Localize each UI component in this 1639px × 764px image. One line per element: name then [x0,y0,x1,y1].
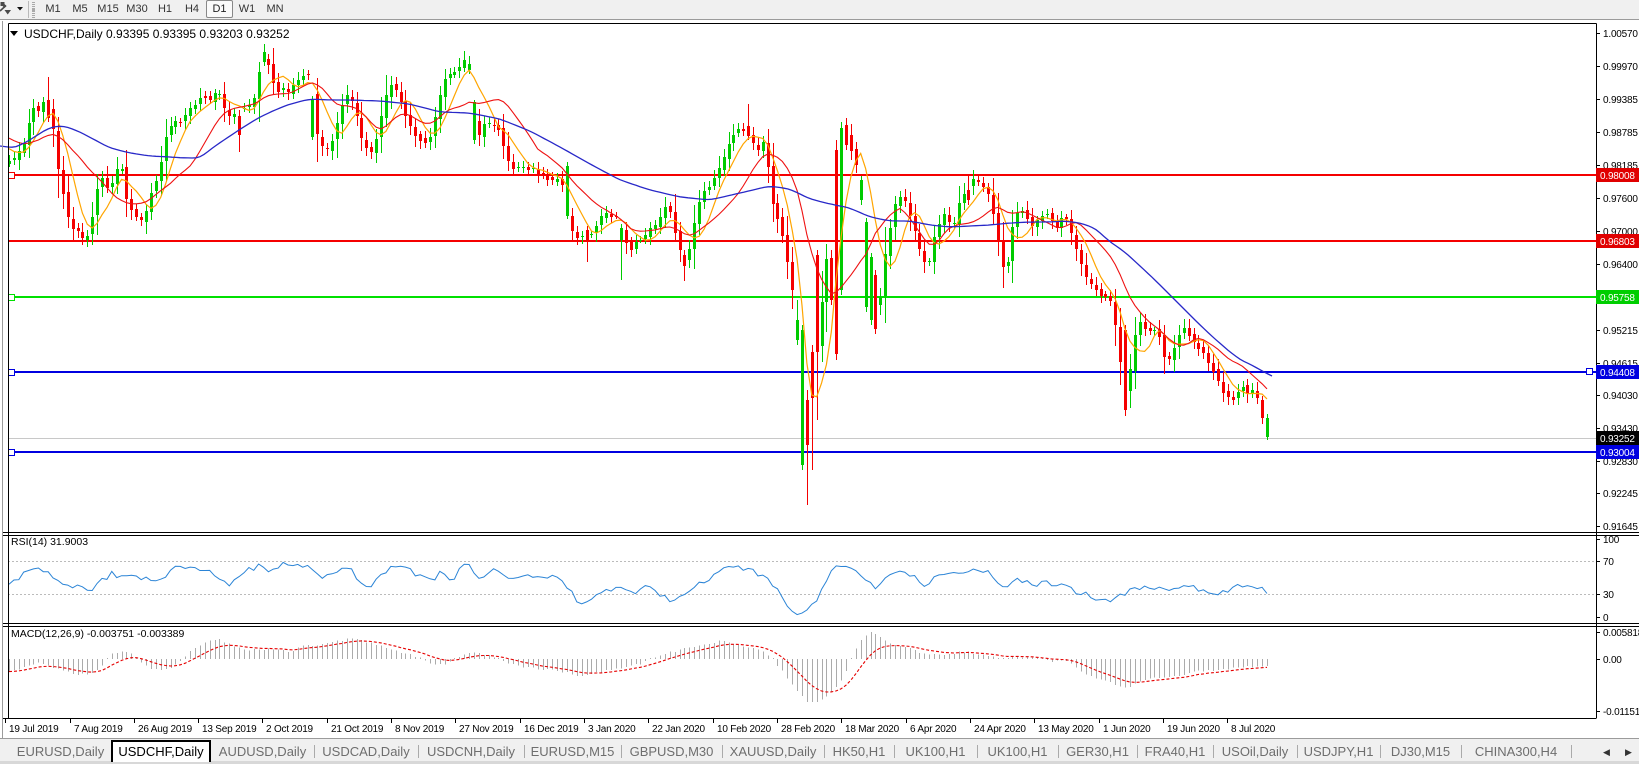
svg-text:MACD(12,26,9) -0.003751 -0.003: MACD(12,26,9) -0.003751 -0.003389 [11,628,185,640]
svg-text:8 Nov 2019: 8 Nov 2019 [395,724,445,735]
svg-text:26 Aug 2019: 26 Aug 2019 [138,724,193,735]
svg-text:0.96400: 0.96400 [1603,260,1638,271]
svg-text:7 Aug 2019: 7 Aug 2019 [74,724,123,735]
svg-text:0.98185: 0.98185 [1603,161,1638,172]
svg-text:13 Sep 2019: 13 Sep 2019 [202,724,257,735]
svg-text:0.99385: 0.99385 [1603,95,1638,106]
svg-text:1 Jun 2020: 1 Jun 2020 [1103,724,1151,735]
svg-text:0.91645: 0.91645 [1603,522,1638,533]
svg-text:8 Jul 2020: 8 Jul 2020 [1231,724,1276,735]
svg-text:0.99970: 0.99970 [1603,62,1638,73]
svg-text:0.95758: 0.95758 [1600,293,1635,304]
svg-text:USDCHF,Daily 0.93395 0.93395: USDCHF,Daily 0.93395 0.93395 0.93203 0.9… [24,27,290,41]
svg-text:28 Feb 2020: 28 Feb 2020 [781,724,836,735]
svg-text:0.95215: 0.95215 [1603,326,1638,337]
svg-text:19 Jul 2019: 19 Jul 2019 [9,724,59,735]
svg-text:0.94030: 0.94030 [1603,391,1638,402]
svg-text:-0.011514: -0.011514 [1603,707,1639,718]
svg-text:3 Jan 2020: 3 Jan 2020 [588,724,636,735]
svg-text:100: 100 [1603,535,1620,546]
svg-text:0.92245: 0.92245 [1603,489,1638,500]
svg-text:27 Nov 2019: 27 Nov 2019 [459,724,514,735]
svg-text:10 Feb 2020: 10 Feb 2020 [717,724,772,735]
svg-text:22 Jan 2020: 22 Jan 2020 [652,724,705,735]
svg-text:0.93430: 0.93430 [1603,424,1638,435]
svg-text:2 Oct 2019: 2 Oct 2019 [266,724,314,735]
svg-text:1.00570: 1.00570 [1603,29,1638,40]
svg-text:0.96803: 0.96803 [1600,237,1635,248]
svg-text:0.94408: 0.94408 [1600,368,1635,379]
svg-text:0.94615: 0.94615 [1603,359,1638,370]
svg-text:18 Mar 2020: 18 Mar 2020 [845,724,900,735]
svg-text:19 Jun 2020: 19 Jun 2020 [1167,724,1220,735]
svg-text:21 Oct 2019: 21 Oct 2019 [331,724,384,735]
svg-text:0.97600: 0.97600 [1603,194,1638,205]
svg-text:0.93252: 0.93252 [1600,434,1635,445]
svg-text:0.93004: 0.93004 [1600,448,1635,459]
svg-text:16 Dec 2019: 16 Dec 2019 [524,724,579,735]
svg-text:13 May 2020: 13 May 2020 [1038,724,1094,735]
svg-text:0.97000: 0.97000 [1603,227,1638,238]
svg-text:0.00: 0.00 [1603,655,1622,666]
svg-text:RSI(14) 31.9003: RSI(14) 31.9003 [11,536,88,548]
svg-text:30: 30 [1603,590,1614,601]
svg-text:0.98008: 0.98008 [1600,171,1635,182]
svg-text:70: 70 [1603,557,1614,568]
svg-text:0.005818: 0.005818 [1603,628,1639,639]
svg-text:0.92830: 0.92830 [1603,457,1638,468]
svg-text:0: 0 [1603,613,1609,624]
svg-text:0.98785: 0.98785 [1603,128,1638,139]
svg-text:24 Apr 2020: 24 Apr 2020 [974,724,1026,735]
svg-text:6 Apr 2020: 6 Apr 2020 [910,724,957,735]
